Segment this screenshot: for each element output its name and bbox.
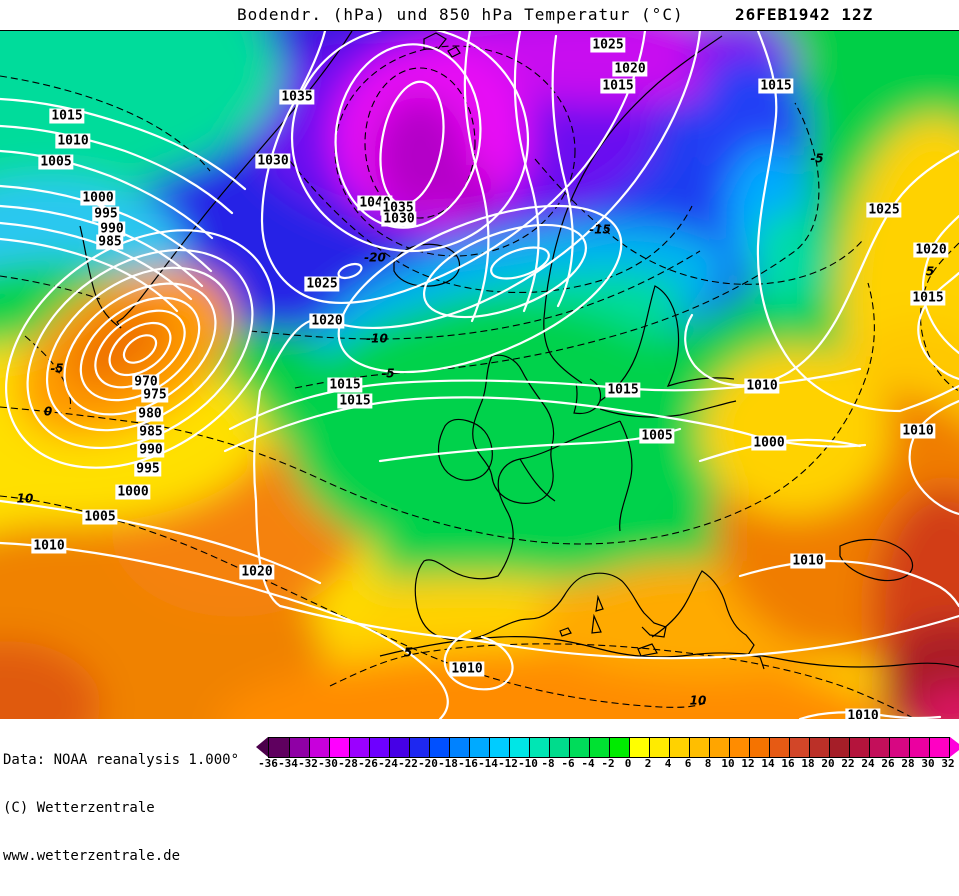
colorbar-tick-label: -24	[378, 757, 398, 770]
colorbar-segment	[549, 738, 569, 757]
chart-datetime: 26FEB1942 12Z	[735, 5, 874, 24]
colorbar-segment	[809, 738, 829, 757]
colorbar-tick-label: 14	[761, 757, 775, 770]
colorbar-tick-label: -26	[358, 757, 378, 770]
colorbar-segment	[729, 738, 749, 757]
credit-line-url: www.wetterzentrale.de	[3, 848, 181, 864]
colorbar-tick-label: 32	[941, 757, 955, 770]
colorbar-tick-label: 8	[704, 757, 712, 770]
colorbar-segment	[449, 738, 469, 757]
colorbar-tick-label: 18	[801, 757, 815, 770]
credit-line-source: Data: NOAA reanalysis 1.000°	[3, 752, 240, 768]
colorbar-segment	[409, 738, 429, 757]
colorbar-tick-label: 12	[741, 757, 755, 770]
chart-header: Bodendr. (hPa) und 850 hPa Temperatur (°…	[0, 0, 959, 30]
colorbar-tick-label: 6	[684, 757, 692, 770]
colorbar-ticks: -36 -34 -32 -30 -28 -26 -24 -22 -20 -18 -16 -14 -12-…	[256, 758, 956, 770]
colorbar-tick-label: -34	[278, 757, 298, 770]
colorbar-tick-label: -8	[541, 757, 555, 770]
colorbar-segment	[369, 738, 389, 757]
colorbar-segment	[909, 738, 929, 757]
colorbar-tick-label: 16	[781, 757, 795, 770]
colorbar-tick-label: 20	[821, 757, 835, 770]
colorbar-segment	[849, 738, 869, 757]
colorbar-segment	[429, 738, 449, 757]
colorbar-tick-label: 22	[841, 757, 855, 770]
chart-title: Bodendr. (hPa) und 850 hPa Temperatur (°…	[237, 5, 684, 24]
colorbar-tick-label: -4	[581, 757, 595, 770]
colorbar-tick-label: -6	[561, 757, 575, 770]
colorbar-segment	[769, 738, 789, 757]
colorbar-segment	[389, 738, 409, 757]
colorbar-tick-label: -20	[418, 757, 438, 770]
colorbar-segment	[669, 738, 689, 757]
colorbar-segment	[509, 738, 529, 757]
colorbar-segment	[609, 738, 629, 757]
colorbar-segment	[829, 738, 849, 757]
colorbar-tick-label: -36	[258, 757, 278, 770]
colorbar-tick-label: -16	[458, 757, 478, 770]
colorbar-segment	[749, 738, 769, 757]
colorbar-segment	[629, 738, 649, 757]
colorbar-tick-label: -10	[518, 757, 538, 770]
colorbar-segment	[329, 738, 349, 757]
colorbar-segment	[489, 738, 509, 757]
colorbar-tick-label: 30	[921, 757, 935, 770]
colorbar-tick-label: -14	[478, 757, 498, 770]
colorbar-segment	[929, 738, 949, 757]
colorbar-tick-label: 2	[644, 757, 652, 770]
colorbar-tick-label: 0	[624, 757, 632, 770]
colorbar-segment	[469, 738, 489, 757]
isobar-contours	[0, 31, 959, 719]
chart-footer: Data: NOAA reanalysis 1.000° (C) Wetterz…	[0, 719, 959, 864]
temperature-colorbar	[256, 737, 959, 758]
credit-line-copyright: (C) Wetterzentrale	[3, 800, 155, 816]
weather-chart-page: { "header": { "title": "Bodendr. (hPa) u…	[0, 0, 959, 864]
colorbar-tick-label: 24	[861, 757, 875, 770]
map-area: 1015 1010 1005 1000 995 990 985 1035 1030 1040 103…	[0, 30, 959, 720]
colorbar-segment	[789, 738, 809, 757]
colorbar-tick-label: 4	[664, 757, 672, 770]
colorbar-left-arrow-icon	[256, 737, 268, 757]
colorbar-segment	[889, 738, 909, 757]
colorbar-tick-label: -32	[298, 757, 318, 770]
colorbar-segment	[289, 738, 309, 757]
colorbar-segment	[649, 738, 669, 757]
colorbar-tick-label: -18	[438, 757, 458, 770]
colorbar-tick-label: -22	[398, 757, 418, 770]
weather-map-svg	[0, 31, 959, 719]
colorbar-segment	[569, 738, 589, 757]
data-credit: Data: NOAA reanalysis 1.000° (C) Wetterz…	[3, 720, 239, 896]
colorbar-segment	[349, 738, 369, 757]
colorbar-segment	[589, 738, 609, 757]
colorbar-tick-label: -28	[338, 757, 358, 770]
colorbar-tick-label: -12	[498, 757, 518, 770]
colorbar-tick-label: 26	[881, 757, 895, 770]
colorbar-tick-label: -2	[601, 757, 615, 770]
colorbar-segments	[268, 737, 950, 758]
colorbar-segment	[269, 738, 289, 757]
colorbar-tick-label: -30	[318, 757, 338, 770]
colorbar-segment	[709, 738, 729, 757]
colorbar-tick-label: 28	[901, 757, 915, 770]
colorbar-segment	[309, 738, 329, 757]
colorbar-segment	[869, 738, 889, 757]
colorbar-segment	[689, 738, 709, 757]
colorbar-tick-label: 10	[721, 757, 735, 770]
colorbar-right-arrow-icon	[950, 737, 959, 757]
colorbar-segment	[529, 738, 549, 757]
